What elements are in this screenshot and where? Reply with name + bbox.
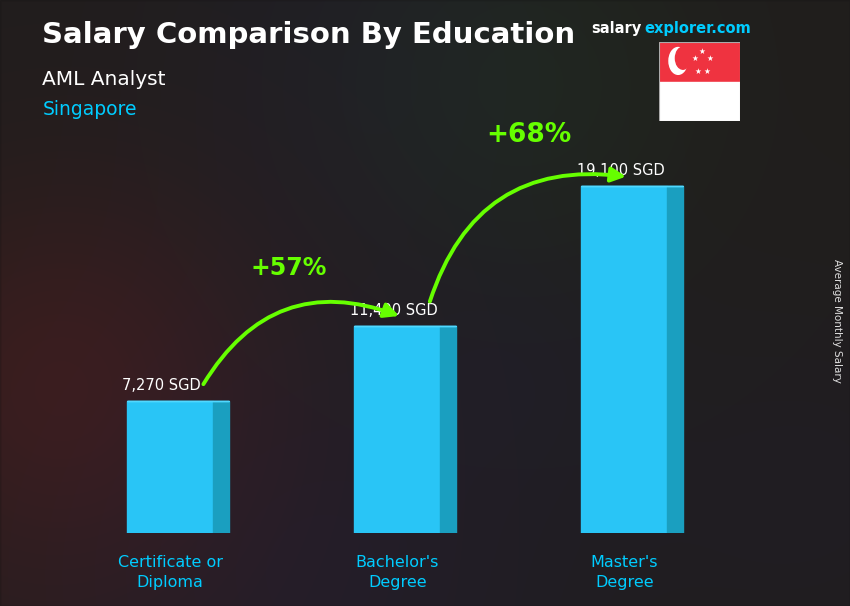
- Text: Average Monthly Salary: Average Monthly Salary: [832, 259, 842, 383]
- Text: Singapore: Singapore: [42, 100, 137, 119]
- Circle shape: [676, 47, 690, 69]
- Text: ★: ★: [692, 54, 699, 63]
- Text: ★: ★: [699, 47, 705, 56]
- Text: AML Analyst: AML Analyst: [42, 70, 166, 88]
- Bar: [581, 186, 667, 533]
- Polygon shape: [667, 186, 683, 533]
- Text: 19,100 SGD: 19,100 SGD: [576, 163, 665, 178]
- Text: ★: ★: [694, 67, 701, 76]
- Polygon shape: [440, 326, 456, 533]
- Text: Salary Comparison By Education: Salary Comparison By Education: [42, 21, 575, 49]
- Polygon shape: [213, 401, 230, 533]
- Text: +68%: +68%: [486, 122, 571, 148]
- Text: ★: ★: [703, 67, 711, 76]
- Circle shape: [669, 47, 688, 75]
- Text: explorer.com: explorer.com: [644, 21, 751, 36]
- Bar: [354, 326, 440, 533]
- Text: ★: ★: [706, 54, 713, 63]
- FancyArrowPatch shape: [430, 168, 621, 302]
- FancyArrowPatch shape: [203, 302, 395, 384]
- Text: +57%: +57%: [250, 256, 326, 280]
- Text: salary: salary: [591, 21, 641, 36]
- Bar: [127, 401, 213, 533]
- Text: 7,270 SGD: 7,270 SGD: [122, 378, 201, 393]
- Text: 11,400 SGD: 11,400 SGD: [349, 303, 437, 318]
- Bar: [659, 42, 740, 82]
- Bar: [659, 82, 740, 121]
